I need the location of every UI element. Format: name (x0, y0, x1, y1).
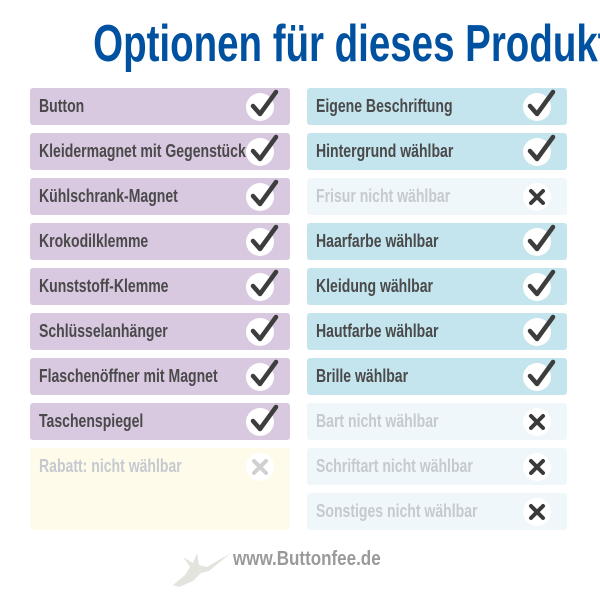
fairy-logo-icon (173, 553, 231, 587)
product-row: Kleidermagnet mit Gegenstück (30, 133, 290, 170)
checkmark-icon (523, 134, 556, 166)
checkmark-icon (246, 269, 279, 301)
product-row: Kühlschrank-Magnet (30, 178, 290, 215)
cross-icon (523, 453, 551, 481)
item-label: Brille wählbar (316, 366, 409, 386)
website-url[interactable]: www.Buttonfee.de (233, 548, 381, 570)
checkmark-icon (523, 314, 556, 346)
checkmark-icon (523, 359, 556, 391)
option-row: Hautfarbe wählbar (307, 313, 567, 350)
checkmark-icon (246, 359, 279, 391)
product-row: Button (30, 88, 290, 125)
cross-icon (523, 183, 551, 211)
checkmark-icon (523, 224, 556, 256)
item-label: Rabatt: nicht wählbar (39, 456, 182, 476)
product-list: Button Kleidermagnet mit Gegenstück Kühlsc… (30, 88, 290, 538)
item-label: Kleidung wählbar (316, 276, 434, 296)
item-label: Hautfarbe wählbar (316, 321, 439, 341)
item-label: Haarfarbe wählbar (316, 231, 439, 251)
checkmark-icon (523, 269, 556, 301)
discount-row: Rabatt: nicht wählbar (30, 448, 290, 530)
option-row: Haarfarbe wählbar (307, 223, 567, 260)
checkmark-icon (246, 179, 279, 211)
item-label: Schriftart nicht wählbar (316, 456, 473, 476)
page-title-text: Optionen für dieses Produkt: (93, 15, 600, 73)
checkmark-icon (246, 224, 279, 256)
item-label: Taschenspiegel (39, 411, 144, 431)
item-label: Flaschenöffner mit Magnet (39, 366, 218, 386)
option-row: Sonstiges nicht wählbar (307, 493, 567, 530)
option-row: Hintergrund wählbar (307, 133, 567, 170)
option-list: Eigene Beschriftung Hintergrund wählbar Fr… (307, 88, 567, 538)
option-row: Schriftart nicht wählbar (307, 448, 567, 485)
cross-icon (246, 453, 274, 481)
checkmark-icon (246, 314, 279, 346)
item-label: Frisur nicht wählbar (316, 186, 451, 206)
item-label: Hintergrund wählbar (316, 141, 454, 161)
checkmark-icon (246, 89, 279, 121)
option-row: Bart nicht wählbar (307, 403, 567, 440)
item-label: Kleidermagnet mit Gegenstück (39, 141, 246, 161)
cross-icon (523, 498, 551, 526)
item-label: Eigene Beschriftung (316, 96, 453, 116)
option-row: Kleidung wählbar (307, 268, 567, 305)
item-label: Kühlschrank-Magnet (39, 186, 178, 206)
item-label: Schlüsselanhänger (39, 321, 168, 341)
option-row: Frisur nicht wählbar (307, 178, 567, 215)
product-row: Flaschenöffner mit Magnet (30, 358, 290, 395)
item-label: Krokodilklemme (39, 231, 149, 251)
page-title: Optionen für dieses Produkt: (0, 14, 600, 74)
product-row: Taschenspiegel (30, 403, 290, 440)
product-row: Krokodilklemme (30, 223, 290, 260)
item-label: Button (39, 96, 85, 116)
checkmark-icon (246, 134, 279, 166)
item-label: Sonstiges nicht wählbar (316, 501, 478, 521)
item-label: Kunststoff-Klemme (39, 276, 169, 296)
product-row: Kunststoff-Klemme (30, 268, 290, 305)
option-row: Eigene Beschriftung (307, 88, 567, 125)
checkmark-icon (523, 89, 556, 121)
footer: www.Buttonfee.de (0, 545, 600, 595)
product-row: Schlüsselanhänger (30, 313, 290, 350)
option-row: Brille wählbar (307, 358, 567, 395)
checkmark-icon (246, 404, 279, 436)
cross-icon (523, 408, 551, 436)
item-label: Bart nicht wählbar (316, 411, 439, 431)
